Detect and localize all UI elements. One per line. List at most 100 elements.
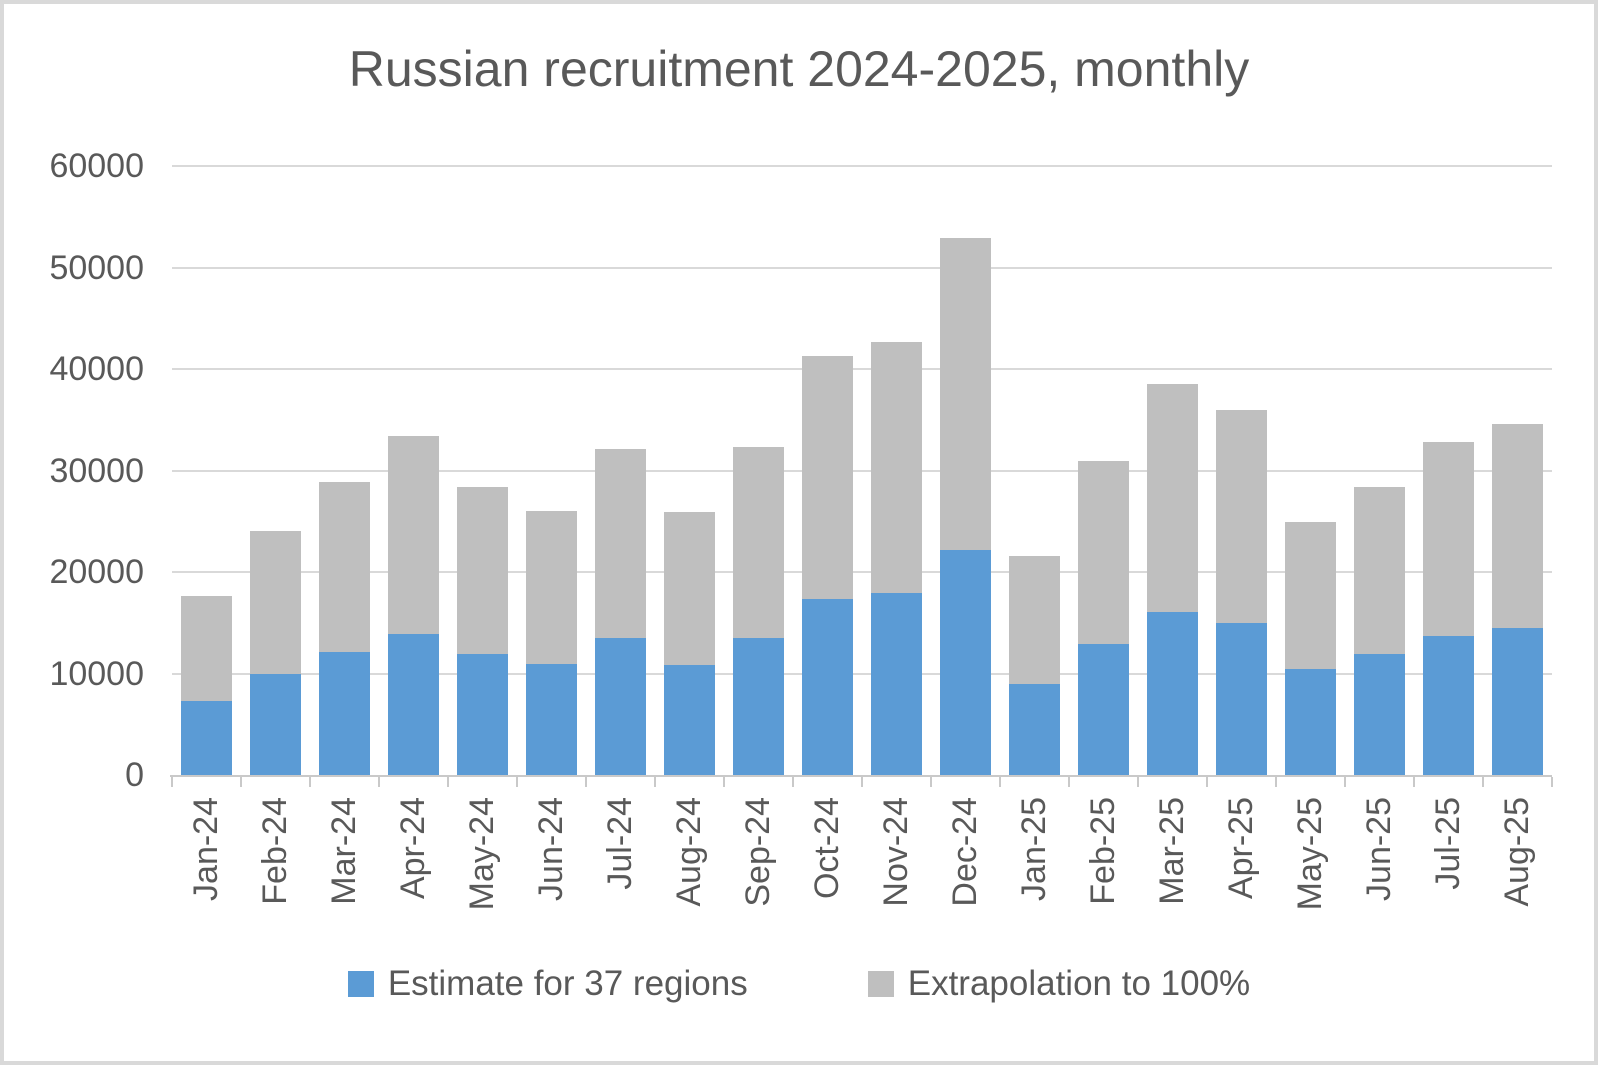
bar-segment-estimate <box>870 593 923 775</box>
axis-tick <box>930 777 932 787</box>
bar-segment-extrapolation <box>1284 522 1337 670</box>
axis-tick <box>1137 777 1139 787</box>
stacked-bar <box>801 355 854 775</box>
bar-segment-extrapolation <box>1422 442 1475 636</box>
bar-segment-extrapolation <box>663 512 716 666</box>
axis-tick <box>861 777 863 787</box>
y-axis-tick-label: 50000 <box>49 248 144 287</box>
y-axis-labels: 0 10000 20000 30000 40000 50000 60000 <box>14 149 144 792</box>
bar-segment-extrapolation <box>456 486 509 655</box>
x-axis-tick-label: Mar-25 <box>1153 797 1191 905</box>
x-axis-line <box>170 775 1552 777</box>
bars-container: Jan-24 Feb-24 Mar-24 Apr-24 May-24 Jun-24 Jul-… <box>172 166 1552 910</box>
stacked-bar <box>456 486 509 775</box>
axis-tick <box>1413 777 1415 787</box>
bar-segment-estimate <box>1284 669 1337 775</box>
bar-segment-extrapolation <box>525 511 578 665</box>
legend-swatch-estimate-icon <box>347 971 374 997</box>
bar-segment-estimate <box>318 652 371 775</box>
axis-tick <box>309 777 311 787</box>
x-axis-tick-label: Apr-25 <box>1222 797 1260 900</box>
stacked-bar <box>180 596 233 775</box>
y-axis-tick-label: 10000 <box>49 654 144 693</box>
bar-group: May-25 <box>1276 166 1345 910</box>
stacked-bar <box>939 238 992 775</box>
x-axis-tick-label: Sep-24 <box>739 797 777 907</box>
legend-item-extrapolation: Extrapolation to 100% <box>867 964 1250 1004</box>
bar-segment-estimate <box>663 665 716 775</box>
y-axis-tick-label: 30000 <box>49 451 144 490</box>
axis-tick <box>1551 777 1553 787</box>
bar-segment-estimate <box>1353 654 1406 775</box>
x-axis-tick-label: Feb-25 <box>1084 797 1122 905</box>
axis-tick <box>1206 777 1208 787</box>
bar-segment-extrapolation <box>318 481 371 653</box>
legend: Estimate for 37 regions Extrapolation to… <box>4 964 1594 1004</box>
bar-segment-extrapolation <box>1146 384 1199 612</box>
bar-group: Jul-24 <box>586 166 655 890</box>
stacked-bar <box>1146 384 1199 775</box>
axis-tick <box>378 777 380 787</box>
bar-segment-estimate <box>732 637 785 775</box>
stacked-bar <box>732 447 785 775</box>
bar-segment-estimate <box>525 664 578 775</box>
grid-line <box>172 266 1552 269</box>
plot-area: Jan-24 Feb-24 Mar-24 Apr-24 May-24 Jun-24 Jul-… <box>170 165 1553 910</box>
x-axis-tick-label: Jan-25 <box>1015 797 1053 901</box>
bar-segment-estimate <box>456 654 509 775</box>
axis-tick <box>1482 777 1484 787</box>
bar-segment-extrapolation <box>939 238 992 550</box>
bar-segment-extrapolation <box>1353 486 1406 655</box>
bar-group: Mar-24 <box>310 166 379 905</box>
bar-group: Aug-25 <box>1483 166 1552 907</box>
stacked-bar <box>594 449 647 775</box>
y-axis-tick-label: 60000 <box>49 147 144 185</box>
bar-segment-extrapolation <box>594 449 647 638</box>
bar-segment-estimate <box>1008 683 1061 775</box>
bar-group: Mar-25 <box>1138 166 1207 905</box>
bar-segment-extrapolation <box>732 447 785 638</box>
bar-segment-estimate <box>594 637 647 775</box>
bar-group: Dec-24 <box>931 166 1000 907</box>
bar-segment-extrapolation <box>180 596 233 701</box>
stacked-bar <box>663 512 716 775</box>
bar-group: Jan-24 <box>172 166 241 901</box>
stacked-bar <box>387 436 440 775</box>
stacked-bar <box>1353 486 1406 775</box>
bar-segment-estimate <box>801 599 854 775</box>
grid-line <box>172 571 1552 574</box>
bar-group: Sep-24 <box>724 166 793 907</box>
bar-segment-estimate <box>249 673 302 775</box>
stacked-bar <box>249 531 302 775</box>
legend-item-estimate: Estimate for 37 regions <box>347 964 748 1004</box>
stacked-bar <box>1284 522 1337 775</box>
bar-group: Jun-24 <box>517 166 586 901</box>
bar-segment-estimate <box>1215 622 1268 775</box>
bar-segment-extrapolation <box>1008 555 1061 684</box>
bar-segment-estimate <box>1146 611 1199 775</box>
bar-group: May-24 <box>448 166 517 910</box>
grid-line <box>172 469 1552 472</box>
x-axis-tick-label: Jun-25 <box>1360 797 1398 901</box>
axis-tick <box>999 777 1001 787</box>
bar-group: Jul-25 <box>1414 166 1483 890</box>
x-axis-tick-label: May-25 <box>1291 797 1329 911</box>
x-axis-tick-label: Feb-24 <box>256 797 294 905</box>
stacked-bar <box>525 511 578 775</box>
y-axis-tick-label: 20000 <box>49 553 144 592</box>
legend-swatch-extrapolation-icon <box>867 971 894 997</box>
axis-tick <box>723 777 725 787</box>
x-axis-tick-label: Apr-24 <box>394 797 432 900</box>
stacked-bar <box>1215 409 1268 775</box>
x-axis-tick-label: Jun-24 <box>532 797 570 901</box>
axis-tick <box>585 777 587 787</box>
bar-group: Jun-25 <box>1345 166 1414 901</box>
bar-group: Oct-24 <box>793 166 862 899</box>
stacked-bar <box>1077 461 1130 775</box>
axis-tick <box>171 777 173 787</box>
x-axis-tick-label: Aug-24 <box>670 797 708 907</box>
grid-line <box>172 672 1552 675</box>
axis-tick <box>1067 777 1070 787</box>
bar-group: Jan-25 <box>1000 166 1069 901</box>
